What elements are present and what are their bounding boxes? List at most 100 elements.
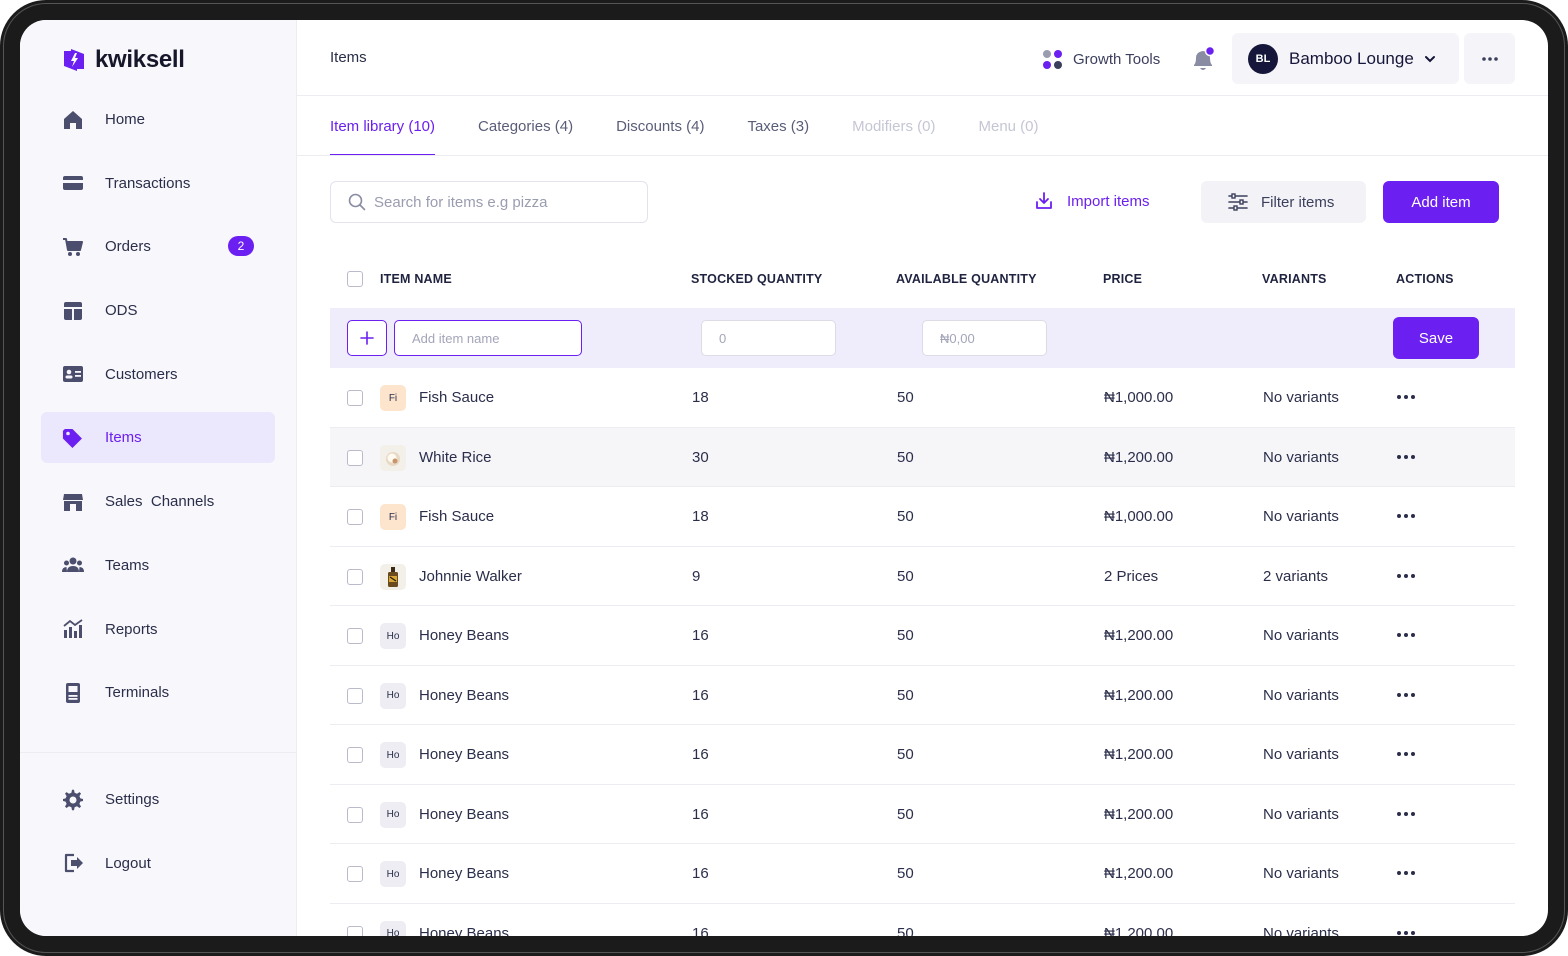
sidebar-item-home[interactable]: Home bbox=[41, 94, 275, 145]
cell-stocked: 16 bbox=[692, 924, 709, 937]
sidebar-item-customers[interactable]: Customers bbox=[41, 349, 275, 400]
table-row[interactable]: Ho Honey Beans 16 50 ₦1,200.00 No variants bbox=[330, 844, 1515, 904]
row-checkbox[interactable] bbox=[347, 687, 363, 704]
search-input[interactable] bbox=[374, 193, 634, 211]
filter-items-label: Filter items bbox=[1261, 193, 1335, 211]
sidebar-item-label: Items bbox=[105, 429, 142, 447]
new-item-stock-input[interactable] bbox=[701, 320, 836, 356]
cell-available: 50 bbox=[897, 805, 914, 823]
tab-taxes[interactable]: Taxes (3) bbox=[747, 117, 810, 135]
cell-price: ₦1,200.00 bbox=[1104, 746, 1174, 763]
select-all-checkbox[interactable] bbox=[347, 271, 363, 287]
new-item-name-input[interactable] bbox=[394, 320, 582, 356]
sidebar-item-label: Customers bbox=[105, 365, 178, 383]
save-button[interactable]: Save bbox=[1393, 317, 1479, 359]
row-actions-icon[interactable] bbox=[1397, 569, 1417, 583]
sidebar-item-settings[interactable]: Settings bbox=[41, 774, 275, 825]
sidebar-item-ods[interactable]: ODS bbox=[41, 285, 275, 336]
row-checkbox[interactable] bbox=[347, 747, 363, 763]
cell-name: Honey Beans bbox=[419, 805, 510, 823]
row-actions-icon[interactable] bbox=[1397, 926, 1417, 937]
row-actions-icon[interactable] bbox=[1397, 688, 1417, 702]
sidebar-item-label: Terminals bbox=[105, 684, 170, 702]
search-icon bbox=[348, 193, 366, 211]
row-actions-icon[interactable] bbox=[1397, 866, 1417, 880]
cell-name: Honey Beans bbox=[419, 627, 510, 644]
sidebar-item-logout[interactable]: Logout bbox=[41, 838, 275, 889]
row-checkbox[interactable] bbox=[347, 925, 363, 936]
rice-image-icon bbox=[380, 444, 406, 471]
sidebar-item-items[interactable]: Items bbox=[41, 412, 275, 464]
table-row[interactable]: Ho Honey Beans 16 50 ₦1,200.00 No variants bbox=[330, 666, 1515, 725]
bottle-image-icon bbox=[380, 563, 406, 590]
tab-item-library[interactable]: Item library (10) bbox=[330, 96, 436, 156]
growth-tools-button[interactable]: Growth Tools bbox=[1042, 48, 1160, 70]
sidebar-item-terminals[interactable]: Terminals bbox=[41, 667, 275, 718]
row-actions-icon[interactable] bbox=[1397, 807, 1417, 821]
row-actions-icon[interactable] bbox=[1397, 509, 1417, 523]
sidebar-item-transactions[interactable]: Transactions bbox=[41, 158, 275, 209]
row-actions-icon[interactable] bbox=[1397, 450, 1417, 464]
sidebar-item-teams[interactable]: Teams bbox=[41, 540, 275, 591]
notification-bell-icon[interactable] bbox=[1190, 46, 1216, 74]
row-checkbox[interactable] bbox=[347, 568, 363, 585]
row-checkbox[interactable] bbox=[347, 866, 363, 882]
table-header: ITEM NAME STOCKED QUANTITY AVAILABLE QUA… bbox=[330, 250, 1515, 308]
table-row[interactable]: Johnnie Walker 9 50 2 Prices 2 variants bbox=[330, 547, 1515, 606]
orders-count-badge: 2 bbox=[228, 236, 254, 257]
cell-name: Honey Beans bbox=[419, 746, 510, 763]
row-checkbox[interactable] bbox=[347, 390, 363, 406]
more-horizontal-icon bbox=[1481, 56, 1498, 61]
cell-stocked: 16 bbox=[692, 865, 709, 882]
logo-text: kwiksell bbox=[95, 46, 185, 73]
item-thumbnail: Ho bbox=[380, 920, 406, 936]
gear-icon bbox=[62, 789, 84, 811]
cell-available: 50 bbox=[897, 924, 914, 937]
new-item-price-input[interactable] bbox=[922, 320, 1047, 356]
row-actions-icon[interactable] bbox=[1397, 628, 1417, 642]
search-box[interactable] bbox=[330, 181, 648, 223]
row-checkbox[interactable] bbox=[347, 449, 363, 466]
row-checkbox[interactable] bbox=[347, 509, 363, 525]
filter-items-button[interactable]: Filter items bbox=[1201, 181, 1366, 223]
cell-variants: No variants bbox=[1263, 805, 1339, 823]
logo[interactable]: kwiksell bbox=[62, 46, 185, 74]
add-row-button[interactable] bbox=[347, 320, 387, 356]
cell-available: 50 bbox=[897, 389, 914, 406]
sidebar-item-sales-channels[interactable]: Sales Channels bbox=[41, 476, 275, 527]
table-row[interactable]: Fi Fish Sauce 18 50 ₦1,000.00 No variants bbox=[330, 368, 1515, 428]
table-row[interactable]: Ho Honey Beans 16 50 ₦1,200.00 No variants bbox=[330, 904, 1515, 937]
sidebar-item-orders[interactable]: Orders 2 bbox=[41, 221, 275, 272]
growth-tools-label: Growth Tools bbox=[1073, 50, 1161, 68]
cell-name: Honey Beans bbox=[419, 686, 510, 704]
table-row[interactable]: White Rice 30 50 ₦1,200.00 No variants bbox=[330, 427, 1515, 487]
row-actions-icon[interactable] bbox=[1397, 747, 1417, 761]
more-options-button[interactable] bbox=[1464, 33, 1515, 84]
row-actions-icon[interactable] bbox=[1397, 390, 1417, 404]
chevron-down-icon bbox=[1424, 55, 1435, 62]
tab-modifiers: Modifiers (0) bbox=[852, 117, 936, 135]
add-item-button[interactable]: Add item bbox=[1383, 181, 1499, 223]
table-row[interactable]: Ho Honey Beans 16 50 ₦1,200.00 No variants bbox=[330, 606, 1515, 666]
sidebar-item-reports[interactable]: Reports bbox=[41, 604, 275, 655]
cell-stocked: 30 bbox=[692, 448, 709, 466]
logout-icon bbox=[62, 852, 84, 874]
cell-stocked: 16 bbox=[692, 686, 709, 704]
cell-available: 50 bbox=[897, 746, 914, 763]
table-row[interactable]: Ho Honey Beans 16 50 ₦1,200.00 No variants bbox=[330, 725, 1515, 785]
cell-price: ₦1,200.00 bbox=[1104, 924, 1174, 937]
store-switcher[interactable]: BL Bamboo Lounge bbox=[1232, 33, 1459, 84]
row-checkbox[interactable] bbox=[347, 806, 363, 823]
import-items-button[interactable]: Import items bbox=[1034, 191, 1150, 211]
tab-categories[interactable]: Categories (4) bbox=[478, 117, 574, 135]
row-checkbox[interactable] bbox=[347, 628, 363, 644]
cell-variants: 2 variants bbox=[1263, 567, 1329, 585]
cell-name: Honey Beans bbox=[419, 865, 510, 882]
table-row[interactable]: Fi Fish Sauce 18 50 ₦1,000.00 No variants bbox=[330, 487, 1515, 547]
tab-discounts[interactable]: Discounts (4) bbox=[616, 117, 705, 135]
table-row[interactable]: Ho Honey Beans 16 50 ₦1,200.00 No variants bbox=[330, 785, 1515, 844]
cell-price: ₦1,000.00 bbox=[1104, 508, 1174, 525]
store-avatar: BL bbox=[1248, 43, 1278, 74]
cell-stocked: 16 bbox=[692, 805, 709, 823]
